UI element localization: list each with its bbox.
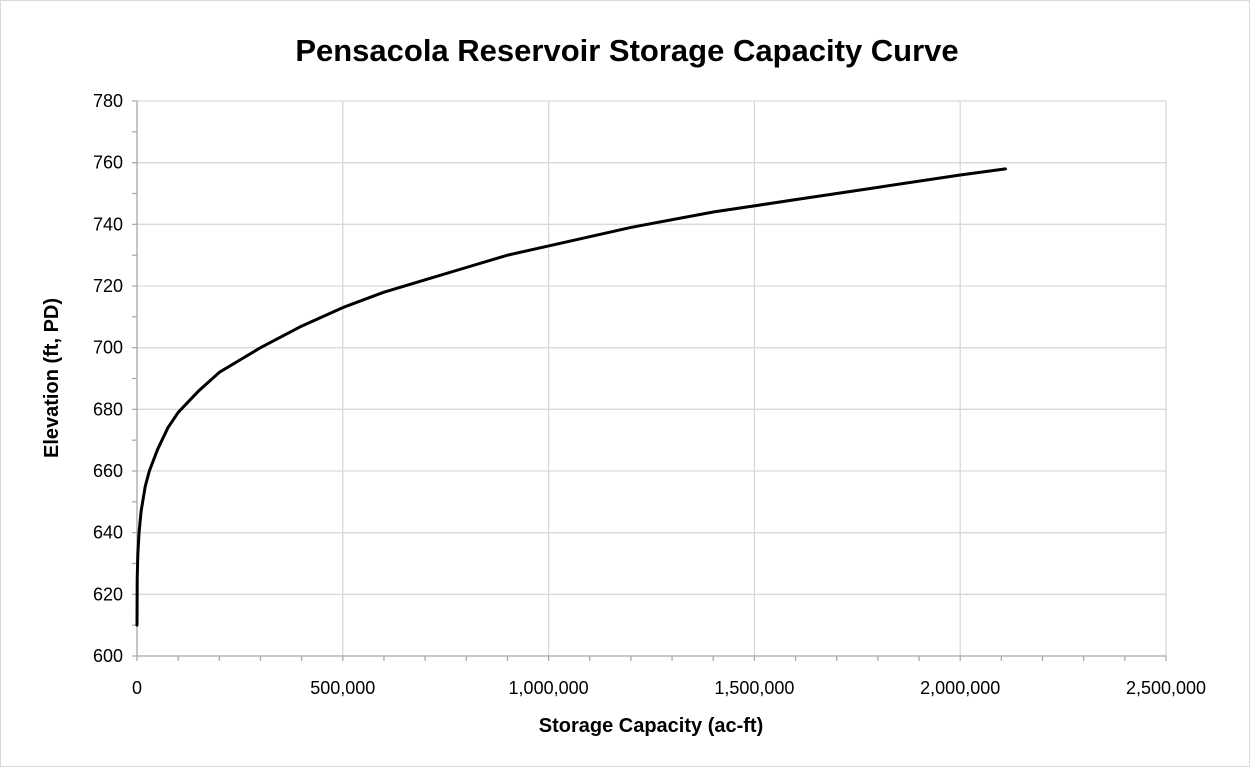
y-tick-label: 680: [93, 399, 123, 419]
gridlines: [137, 100, 1167, 656]
y-tick-label: 700: [93, 338, 123, 358]
axes: [132, 100, 1167, 661]
x-tick-label: 1,500,000: [714, 678, 794, 698]
x-tick-label: 2,000,000: [920, 678, 1000, 698]
series-layer: [135, 167, 1007, 627]
y-tick-label: 720: [93, 276, 123, 296]
y-tick-label: 620: [93, 584, 123, 604]
y-tick-label: 640: [93, 523, 123, 543]
y-tick-label: 740: [93, 214, 123, 234]
x-tick-label: 0: [132, 678, 142, 698]
y-tick-label: 660: [93, 461, 123, 481]
x-tick-label: 500,000: [310, 678, 375, 698]
x-tick-label: 2,500,000: [1126, 678, 1206, 698]
y-tick-label: 760: [93, 153, 123, 173]
y-axis-title: Elevation (ft, PD): [41, 298, 63, 458]
chart-title: Pensacola Reservoir Storage Capacity Cur…: [295, 33, 958, 68]
x-tick-label: 1,000,000: [509, 678, 589, 698]
tick-labels: 600 620 640 660 680 700 720 740 760 780 0 500,000 1,…: [93, 91, 1206, 698]
y-tick-label: 780: [93, 91, 123, 111]
y-tick-label: 600: [93, 646, 123, 666]
x-axis-title: Storage Capacity (ac-ft): [539, 715, 764, 737]
series-line: [135, 167, 1007, 627]
